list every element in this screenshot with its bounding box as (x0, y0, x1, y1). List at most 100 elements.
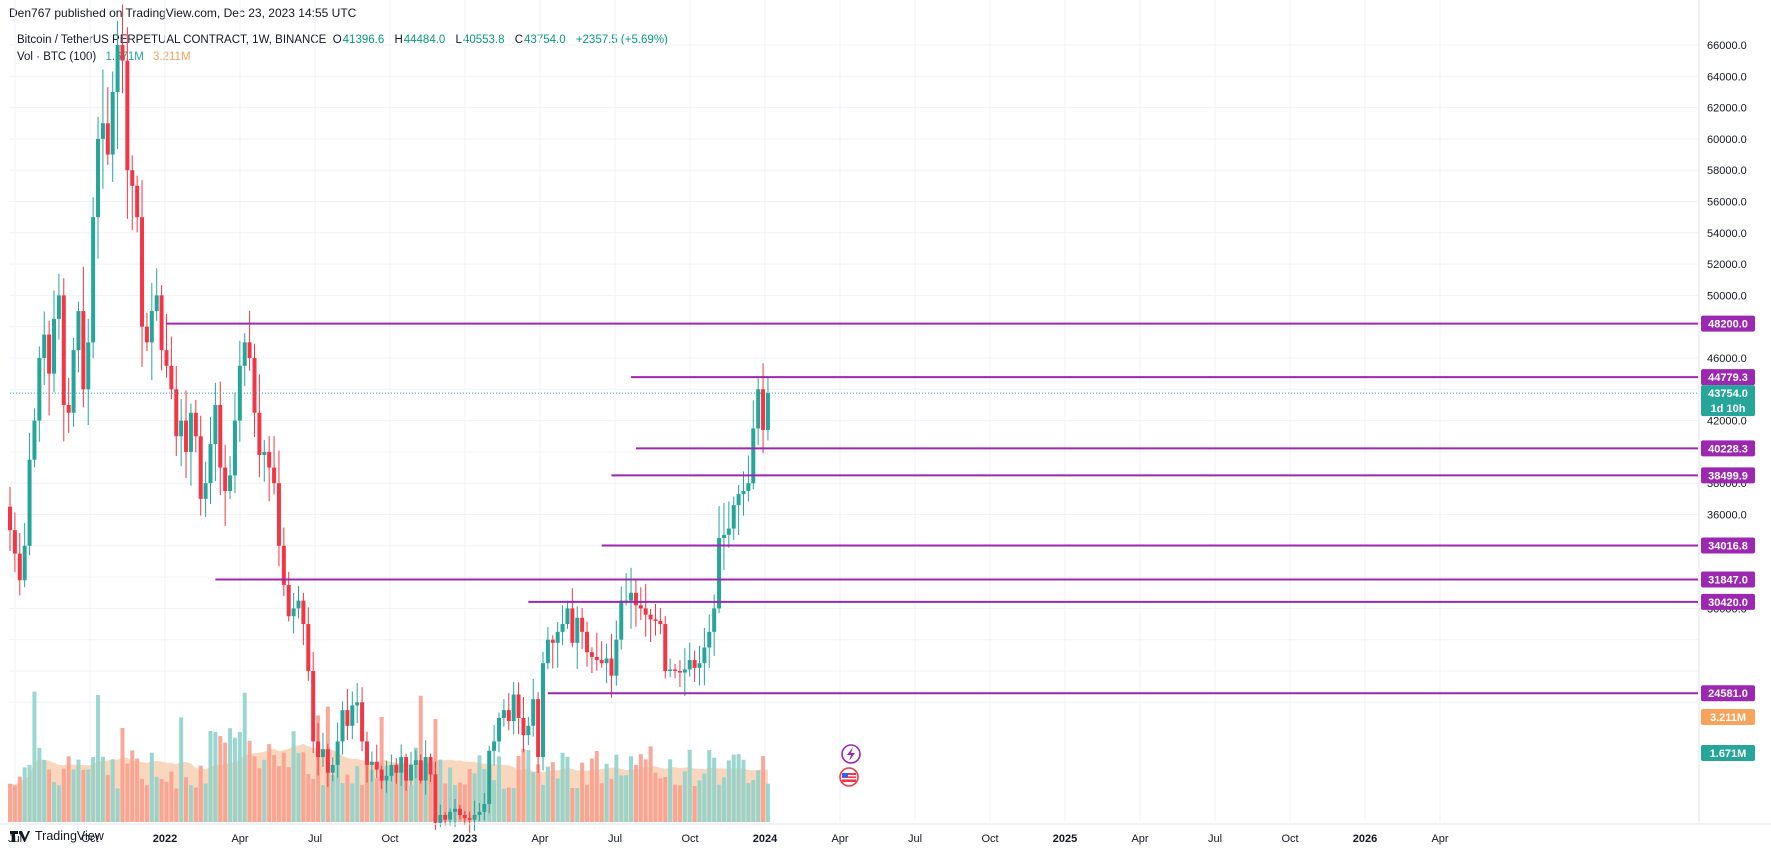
volume-bar (741, 759, 746, 822)
candle-body (663, 624, 668, 671)
candle-body (555, 631, 560, 643)
candle-body (448, 811, 453, 820)
time-tick-label: 2024 (753, 833, 778, 845)
volume-bar (585, 784, 590, 822)
volume-bar (374, 778, 379, 822)
candle-body (629, 592, 634, 601)
candle-body (193, 412, 198, 437)
last-price-label: 43754.0 (1708, 388, 1748, 400)
price-tick-label: 56000.0 (1707, 197, 1747, 209)
volume-bar (717, 784, 722, 822)
candle-body (140, 217, 145, 327)
volume-legend: Vol · BTC (100) 1.671M 3.211M (17, 51, 191, 63)
volume-bar (609, 778, 614, 822)
candle-body (257, 412, 262, 456)
candle-body (32, 420, 37, 460)
candle-body (472, 814, 477, 820)
time-tick-label: 2022 (153, 833, 177, 845)
candle-body (761, 389, 766, 430)
candle-body (56, 295, 61, 319)
candle-body (580, 617, 585, 632)
volume-bar (536, 764, 541, 822)
level-price-label: 34016.8 (1708, 541, 1748, 553)
volume-bar (531, 772, 536, 822)
candle-body (96, 138, 101, 218)
volume-bar (32, 691, 37, 822)
candle-body (223, 467, 228, 492)
volume-bar (633, 764, 638, 822)
time-tick-label: Oct (1281, 833, 1298, 845)
candle-body (570, 608, 575, 643)
volume-bar (497, 756, 501, 822)
time-axis: Jul Oct 2022 Apr Jul Oct 2023 Apr Jul Oct 2024 Apr J… (8, 833, 1449, 845)
volume-bar (232, 737, 237, 822)
volume-bar (467, 769, 472, 822)
countdown-label: 1d 10h (1711, 403, 1746, 415)
candle-body (545, 639, 550, 664)
volume-label[interactable]: Vol · BTC (100) (17, 51, 97, 63)
candle-body (619, 600, 624, 640)
candle-body (325, 749, 330, 773)
price-tick-label: 52000.0 (1707, 259, 1747, 271)
candle-body (364, 741, 369, 765)
candle-body (408, 764, 413, 781)
volume-bar (472, 773, 477, 822)
candle-body (692, 660, 697, 668)
candle-body (462, 814, 467, 819)
candle-body (707, 631, 712, 648)
volume-bar (247, 740, 252, 822)
volume-bar (193, 787, 198, 822)
candle-body (501, 710, 506, 718)
volume-bar (52, 782, 57, 822)
volume-bar (643, 759, 648, 822)
candle-body (218, 404, 223, 468)
candle-body (521, 717, 526, 736)
us-flag-icon (839, 767, 859, 787)
volume-bar (604, 763, 609, 822)
low-label: L (455, 34, 462, 46)
tradingview-logo-icon (10, 830, 30, 842)
candle-body (267, 451, 272, 468)
volume-bar (399, 767, 404, 822)
candle-body (384, 775, 389, 781)
candle-body (350, 705, 355, 726)
volume-bar (580, 762, 585, 822)
level-price-label: 38499.9 (1708, 470, 1748, 482)
symbol-title[interactable]: Bitcoin / TetherUS PERPETUAL CONTRACT, 1… (17, 34, 327, 46)
volume-bar (707, 750, 712, 822)
price-tick-label: 66000.0 (1707, 40, 1747, 52)
candle-body (237, 365, 242, 421)
high-value: 44484.0 (403, 34, 446, 46)
candle-body (668, 669, 673, 671)
level-price-label: 40228.3 (1708, 443, 1748, 455)
volume-bar (726, 760, 731, 822)
time-tick-label: Apr (531, 833, 548, 845)
candle-body (492, 741, 497, 751)
volume-bar (47, 769, 52, 822)
candle-body (340, 710, 345, 742)
volume-bar (81, 770, 86, 822)
candle-body (213, 404, 218, 445)
time-tick-label: Jul (308, 833, 322, 845)
volume-bar (438, 759, 443, 822)
time-tick-label: Oct (381, 833, 398, 845)
candle-body (399, 757, 404, 773)
candle-body (52, 318, 57, 374)
candle-body (751, 428, 756, 484)
volume-bar (61, 768, 66, 822)
volume-ma-value: 3.211M (153, 51, 191, 63)
candle-body (8, 506, 12, 531)
volume-bar (213, 731, 218, 822)
candle-body (516, 694, 521, 718)
volume-bar (130, 750, 135, 822)
candle-body (71, 350, 76, 413)
tradingview-brand[interactable]: TradingView (10, 829, 104, 843)
volume-bar (267, 744, 272, 822)
volume-bar (335, 754, 340, 822)
volume-bar (184, 777, 189, 822)
volume-bar (765, 783, 770, 822)
volume-bar (188, 785, 193, 822)
candle-body (345, 710, 350, 726)
volume-bar (687, 749, 692, 822)
